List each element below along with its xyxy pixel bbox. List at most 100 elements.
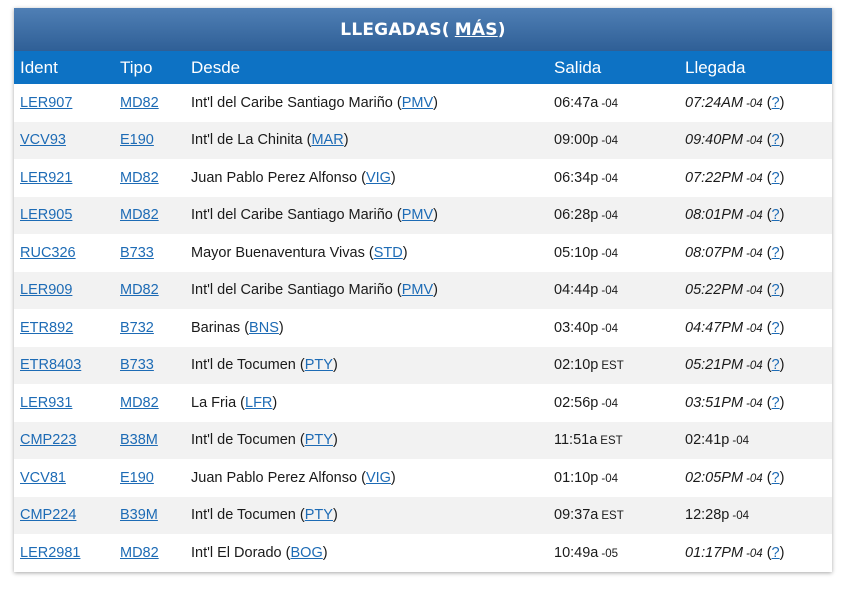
arrival-cell: 07:24AM -04 (?) — [685, 94, 785, 111]
table-row: LER2981 MD82 Int'l El Dorado (BOG) 10:49a -0… — [14, 534, 832, 572]
origin-airport-code-link[interactable]: LFR — [245, 394, 273, 411]
arrival-info-link[interactable]: ? — [771, 394, 780, 411]
origin-airport-name: Juan Pablo Perez Alfonso — [191, 169, 358, 186]
arrival-info-link[interactable]: ? — [771, 132, 780, 149]
arrival-info-link[interactable]: ? — [771, 469, 780, 486]
aircraft-type-link[interactable]: B733 — [120, 244, 154, 261]
aircraft-type-link[interactable]: E190 — [120, 469, 154, 486]
origin-airport-code-link[interactable]: STD — [373, 244, 403, 261]
departure-cell: 06:47a -04 — [548, 84, 679, 122]
origin-airport-code-link[interactable]: VIG — [365, 469, 391, 486]
aircraft-type-link[interactable]: MD82 — [120, 207, 159, 224]
arrival-info-link[interactable]: ? — [771, 282, 780, 299]
flight-ident-link[interactable]: LER909 — [20, 282, 73, 299]
departure-timezone: EST — [600, 435, 623, 448]
aircraft-type-link[interactable]: B39M — [120, 507, 158, 524]
departure-cell: 06:28p -04 — [548, 197, 679, 235]
flight-ident-link[interactable]: VCV81 — [20, 469, 66, 486]
column-header-desde[interactable]: Desde — [191, 57, 241, 77]
column-header-ident[interactable]: Ident — [20, 57, 58, 77]
arrival-timezone: -04 — [732, 435, 749, 448]
departure-time: 05:10p — [554, 244, 599, 261]
flight-ident-link[interactable]: ETR8403 — [20, 357, 82, 374]
column-header-tipo[interactable]: Tipo — [120, 57, 153, 77]
more-link[interactable]: MÁS — [454, 19, 498, 40]
arrival-info-link[interactable]: ? — [771, 244, 780, 261]
table-row: ETR892 B732 Barinas (BNS) 03:40p -04 04:47PM -… — [14, 309, 832, 347]
arrival-time: 02:05PM — [685, 469, 744, 486]
arrival-info-link[interactable]: ? — [771, 544, 780, 561]
aircraft-type-link[interactable]: MD82 — [120, 94, 159, 111]
departure-time: 01:10p — [554, 469, 599, 486]
origin-airport-code-link[interactable]: PMV — [401, 282, 434, 299]
arrival-info-link[interactable]: ? — [771, 319, 780, 336]
column-header-llegada[interactable]: Llegada — [685, 57, 746, 77]
origin-airport-code-link[interactable]: PTY — [304, 432, 333, 449]
departure-cell: 04:44p -04 — [548, 272, 679, 310]
aircraft-type-cell: MD82 — [114, 84, 185, 122]
flight-ident-link[interactable]: LER2981 — [20, 544, 81, 561]
arrival-cell: 02:05PM -04 (?) — [685, 469, 785, 486]
column-header-salida[interactable]: Salida — [554, 57, 602, 77]
origin-airport-code-link[interactable]: PTY — [304, 357, 333, 374]
departure-timezone: -04 — [601, 285, 618, 298]
departure-timezone: EST — [601, 360, 624, 373]
table-row: LER909 MD82 Int'l del Caribe Santiago Mari… — [14, 271, 832, 310]
departure-timezone: -04 — [601, 172, 618, 185]
departure-cell: 10:49a -05 — [548, 534, 679, 572]
arrival-info-link[interactable]: ? — [771, 94, 780, 111]
departure-timezone: -04 — [601, 397, 618, 410]
arrival-time: 08:01PM — [685, 207, 744, 224]
ident-cell: ETR892 — [14, 309, 114, 347]
departure-time: 06:34p — [554, 169, 599, 186]
origin-airport-name: Mayor Buenaventura Vivas — [191, 244, 365, 261]
flight-ident-link[interactable]: VCV93 — [20, 132, 66, 149]
origin-airport-name: La Fria — [191, 394, 237, 411]
arrival-timezone: -04 — [746, 210, 763, 223]
origin-airport-code-link[interactable]: BNS — [249, 319, 279, 336]
aircraft-type-link[interactable]: B38M — [120, 432, 158, 449]
origin-airport-code-link[interactable]: VIG — [365, 169, 391, 186]
aircraft-type-link[interactable]: MD82 — [120, 169, 159, 186]
ident-cell: VCV81 — [14, 459, 114, 497]
ident-cell: VCV93 — [14, 122, 114, 160]
arrival-cell: 08:01PM -04 (?) — [685, 207, 785, 224]
flight-ident-link[interactable]: CMP223 — [20, 432, 77, 449]
origin-airport-code-link[interactable]: MAR — [311, 132, 344, 149]
aircraft-type-link[interactable]: MD82 — [120, 282, 159, 299]
flight-ident-link[interactable]: LER921 — [20, 169, 73, 186]
aircraft-type-link[interactable]: MD82 — [120, 394, 159, 411]
origin-airport-name: Int'l de La Chinita — [191, 132, 303, 149]
origin-airport-code-link[interactable]: BOG — [290, 544, 323, 561]
origin-airport-code-link[interactable]: PTY — [304, 507, 333, 524]
flight-ident-link[interactable]: CMP224 — [20, 507, 77, 524]
flight-ident-link[interactable]: LER905 — [20, 207, 73, 224]
ident-cell: LER907 — [14, 84, 114, 122]
departure-time: 09:00p — [554, 132, 599, 149]
flight-ident-link[interactable]: LER907 — [20, 94, 73, 111]
arrival-cell: 09:40PM -04 (?) — [685, 132, 785, 149]
arrival-time: 07:22PM — [685, 169, 744, 186]
arrival-info-link[interactable]: ? — [771, 357, 780, 374]
arrival-timezone: -04 — [746, 322, 763, 335]
table-row: ETR8403 B733 Int'l de Tocumen (PTY) 02:10p E… — [14, 346, 832, 385]
flight-ident-link[interactable]: ETR892 — [20, 319, 74, 336]
aircraft-type-link[interactable]: E190 — [120, 132, 154, 149]
departure-time: 04:44p — [554, 282, 599, 299]
departure-timezone: -04 — [601, 210, 618, 223]
arrival-info-link[interactable]: ? — [771, 169, 780, 186]
ident-cell: ETR8403 — [14, 347, 114, 385]
aircraft-type-link[interactable]: B732 — [120, 319, 154, 336]
aircraft-type-link[interactable]: B733 — [120, 357, 154, 374]
aircraft-type-cell: MD82 — [114, 159, 185, 197]
origin-airport-code-link[interactable]: PMV — [401, 94, 434, 111]
origin-airport-name: Int'l del Caribe Santiago Mariño — [191, 94, 393, 111]
origin-airport-code-link[interactable]: PMV — [401, 207, 434, 224]
departure-timezone: -05 — [601, 547, 618, 560]
arrival-info-link[interactable]: ? — [771, 207, 780, 224]
aircraft-type-link[interactable]: MD82 — [120, 544, 159, 561]
flight-ident-link[interactable]: RUC326 — [20, 244, 76, 261]
departure-cell: 06:34p -04 — [548, 159, 679, 197]
departure-cell: 03:40p -04 — [548, 309, 679, 347]
flight-ident-link[interactable]: LER931 — [20, 394, 73, 411]
